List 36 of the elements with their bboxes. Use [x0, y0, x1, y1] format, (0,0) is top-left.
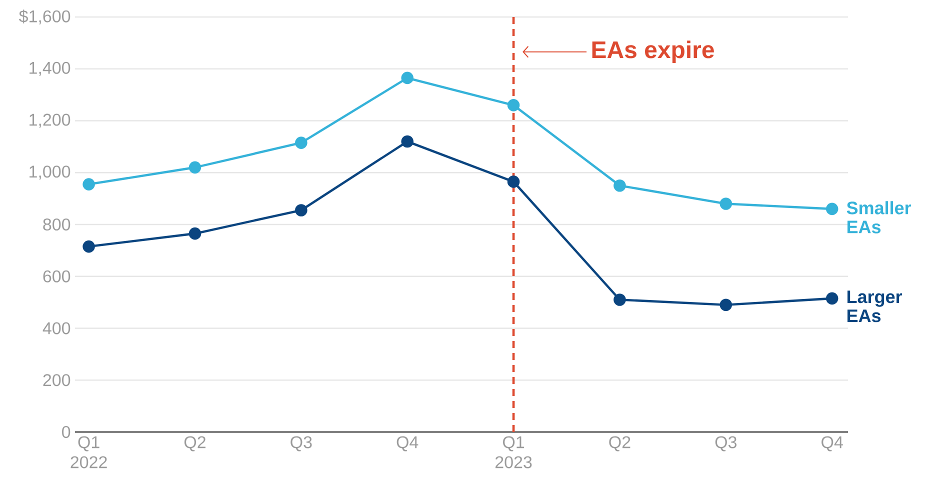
point: [401, 72, 414, 84]
point: [614, 179, 626, 192]
y-tick-label: $1,600: [18, 10, 70, 24]
point: [295, 136, 308, 149]
y-tick-label: 1,400: [30, 62, 70, 76]
point: [507, 99, 520, 112]
y-tick-label: 1,000: [30, 166, 70, 180]
point: [826, 292, 838, 305]
point: [82, 178, 95, 190]
y-tick-label: 0: [62, 426, 70, 438]
point: [826, 202, 838, 216]
point: [720, 298, 732, 312]
x-tick-label: Q2: [184, 436, 206, 452]
y-tick-label: 1,200: [30, 114, 70, 128]
x-tick-label: Q2: [609, 436, 630, 452]
x-tick-label: Q1 2022: [70, 436, 107, 468]
ref-line-label: EAs expire: [592, 40, 714, 64]
y-tick-label: 200: [43, 374, 70, 386]
point: [188, 161, 202, 174]
point: [82, 240, 95, 253]
x-tick-label: Q4: [822, 436, 843, 452]
x-tick-label: Q3: [290, 436, 312, 452]
point: [295, 204, 308, 216]
x-tick-label: Q4: [396, 436, 418, 452]
point: [507, 176, 520, 188]
point: [401, 135, 414, 148]
y-tick-label: 400: [42, 322, 70, 334]
point: [614, 294, 626, 306]
point: [720, 198, 732, 210]
x-tick-label: Q1 2023: [495, 436, 532, 468]
series-label: Smaller EAs: [846, 201, 912, 234]
y-tick-label: 800: [43, 218, 70, 231]
point: [188, 227, 202, 240]
y-tick-label: 600: [43, 270, 70, 282]
series-label: Larger EAs: [847, 290, 902, 322]
x-tick-label: Q3: [715, 436, 736, 452]
